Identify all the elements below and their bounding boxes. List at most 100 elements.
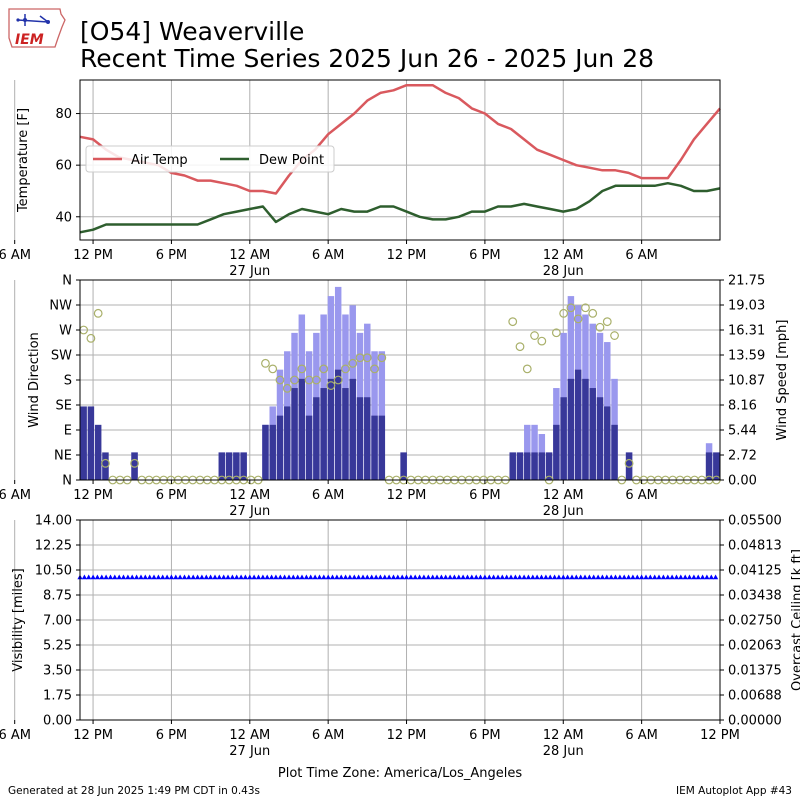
wind-speed-bar (582, 378, 589, 480)
x-tick-label: 6 PM (469, 248, 500, 263)
visibility-marker (591, 574, 597, 580)
visibility-marker (238, 574, 244, 580)
x-tick-label: 12 AM (229, 248, 270, 263)
wind-speed-bar (225, 452, 233, 480)
wind-direction-marker (86, 333, 96, 343)
y-tick-label: SW (51, 349, 72, 364)
wind-speed-bar (102, 452, 109, 480)
visibility-marker (647, 574, 653, 580)
visibility-marker (364, 574, 370, 580)
visibility-marker (482, 574, 488, 580)
visibility-marker (316, 574, 323, 580)
visibility-marker (142, 574, 148, 580)
logo-station-dot (46, 20, 50, 24)
visibility-marker (408, 574, 414, 580)
visibility-marker (177, 574, 183, 580)
visibility-marker (678, 574, 684, 580)
wind-direction-marker (93, 308, 103, 318)
wind-speed-bar (313, 397, 320, 480)
logo-network-line (17, 19, 49, 23)
y-tick-label: 60 (55, 159, 72, 174)
wind-direction-marker (537, 336, 547, 346)
x-tick-label: 6 PM (156, 248, 187, 263)
x-tick-date-label: 27 Jun (229, 264, 270, 279)
wind-speed-bar (574, 369, 582, 480)
visibility-marker (138, 574, 144, 580)
y-tick-label: 40 (55, 210, 72, 225)
visibility-marker (273, 574, 279, 580)
x-tick-label: 12 PM (387, 248, 427, 263)
wind-speed-bar (596, 397, 604, 480)
wind-gust-bars (80, 286, 720, 480)
iem-logo: IEM (8, 8, 66, 48)
visibility-marker (569, 574, 575, 580)
visibility-marker (434, 574, 440, 580)
visibility-marker (81, 574, 87, 580)
visibility-marker (155, 574, 161, 580)
wind-speed-bar (262, 424, 269, 480)
visibility-marker (660, 574, 666, 580)
visibility-marker (517, 574, 523, 580)
visibility-marker (412, 574, 418, 580)
x-tick-label: 6 PM (156, 728, 187, 743)
visibility-marker (216, 574, 222, 580)
wind-speed-bar (284, 406, 291, 480)
x-tick-label: 12 AM (543, 488, 584, 503)
x-tick-label: 12 AM (229, 728, 270, 743)
visibility-marker (469, 574, 475, 580)
logo-station-dot (23, 18, 27, 22)
visibility-ticks: 0.00 1.75 3.50 5.25 7.00 8.75 10.50 12.25 14.00 (35, 514, 80, 729)
y-tick-label: 1.75 (43, 689, 72, 704)
visibility-marker (173, 574, 179, 580)
y-tick-label: SE (56, 399, 72, 414)
wind-direction-marker (268, 364, 278, 374)
visibility-marker (90, 574, 96, 580)
x-tick-label: 12 PM (387, 728, 427, 743)
y-tick-label: 10.50 (35, 564, 72, 579)
visibility-marker (356, 574, 362, 580)
wind-speed-bar (705, 452, 713, 480)
y-tick-label: 0.00 (43, 714, 72, 729)
app-footer: IEM Autoplot App #43 (676, 785, 792, 797)
wind-speed-bar (342, 388, 349, 480)
y-tick-label: 3.50 (43, 664, 72, 679)
visibility-marker (242, 574, 248, 580)
x-tick-label: 12 AM (543, 728, 584, 743)
visibility-marker (373, 574, 379, 580)
wind-direction-marker (595, 322, 605, 332)
visibility-marker (403, 574, 410, 580)
visibility-marker (617, 574, 623, 580)
y-tick-label: W (59, 324, 72, 339)
x-tick-label: 6 AM (625, 488, 658, 503)
visibility-marker (99, 574, 105, 580)
visibility-marker (669, 574, 675, 580)
y-tick-label: 5.44 (728, 424, 757, 439)
visibility-marker (334, 574, 340, 580)
visibility-marker (634, 574, 640, 580)
visibility-marker (639, 574, 645, 580)
wind-direction-marker (362, 353, 372, 363)
visibility-marker (704, 574, 710, 580)
x-tick-date-label: 28 Jun (543, 744, 584, 759)
y-tick-label: 0.00000 (728, 714, 782, 729)
y-tick-label: 2.72 (728, 449, 757, 464)
wind-speed-bar (589, 388, 596, 480)
visibility-marker (691, 574, 697, 580)
y-tick-label: 0.02750 (728, 614, 782, 629)
wind-speed-bar (349, 378, 356, 480)
x-tick-label: 6 AM (312, 728, 345, 743)
visibility-marker (652, 574, 658, 580)
visibility-grid (14, 519, 721, 721)
visibility-marker (134, 574, 140, 580)
legend-box (85, 145, 335, 173)
wind-speed-bar (233, 452, 240, 480)
wind-speed-bar (553, 424, 560, 480)
visibility-marker (477, 574, 484, 580)
visibility-marker (299, 574, 305, 580)
wind-direction-marker (530, 331, 539, 340)
visibility-marker (491, 574, 497, 580)
visibility-marker (460, 574, 466, 580)
visibility-marker (312, 574, 318, 580)
visibility-marker (203, 574, 209, 580)
